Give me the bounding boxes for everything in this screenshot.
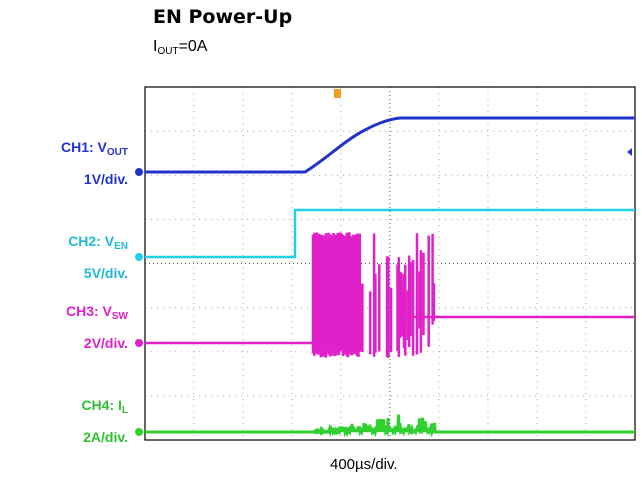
level-marker	[627, 148, 632, 156]
trigger-marker	[334, 89, 341, 98]
waveform-ch3	[145, 232, 436, 358]
channel-marker	[135, 339, 143, 347]
subtitle-sub: OUT	[157, 46, 179, 57]
title: EN Power-Up	[153, 6, 293, 28]
channel-sub: L	[121, 405, 128, 416]
channel-scale: 2A/div.	[83, 429, 128, 445]
subtitle-rest: =0A	[178, 38, 208, 55]
channel-scale: 5V/div.	[83, 265, 128, 281]
channel-sub: EN	[114, 241, 128, 252]
channel-scale: 2V/div.	[83, 335, 128, 351]
channel-label: CH3: VSW 2V/div.	[66, 298, 128, 357]
grid	[145, 87, 635, 440]
waveform-ch2	[145, 208, 635, 259]
channel-marker	[135, 428, 143, 436]
waveform-ch1	[145, 116, 635, 174]
subtitle: IOUT=0A	[153, 38, 207, 57]
timebase: 400µs/div.	[330, 456, 398, 473]
channel-scale: 1V/div.	[83, 171, 128, 187]
channel-label: CH4: IL 2A/div.	[81, 392, 128, 451]
channel-name: CH3: V	[65, 303, 112, 319]
waveform-ch4	[145, 414, 635, 438]
channel-name: CH2: V	[68, 233, 115, 249]
channel-marker	[135, 168, 143, 176]
channel-sub: OUT	[106, 147, 128, 158]
channel-label: CH2: VEN 5V/div.	[68, 228, 128, 287]
channel-name: CH4: I	[81, 397, 122, 413]
channel-sub: SW	[111, 311, 128, 322]
channel-name: CH1: V	[60, 139, 107, 155]
channel-label: CH1: VOUT 1V/div.	[61, 134, 128, 193]
screen-border	[144, 86, 636, 441]
subtitle-main: I	[153, 38, 158, 55]
channel-marker	[135, 253, 143, 261]
